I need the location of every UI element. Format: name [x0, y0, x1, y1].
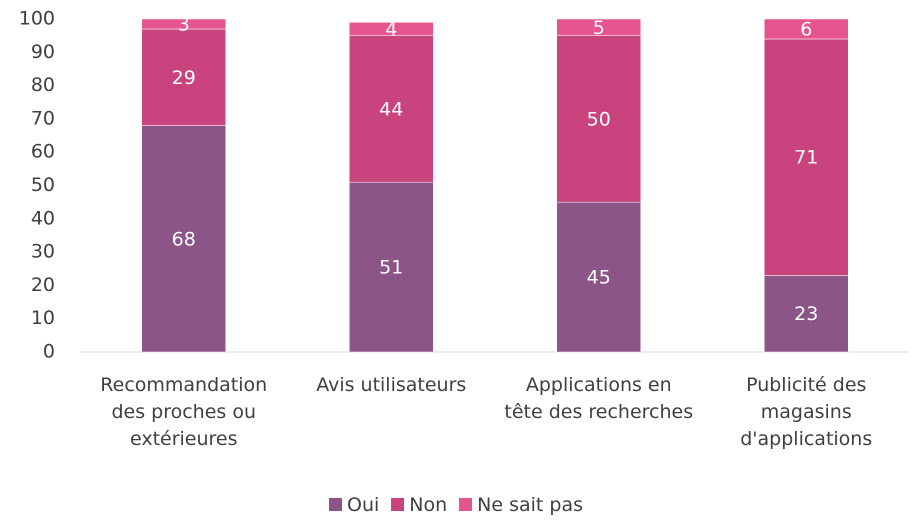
- bar-segment: [349, 35, 434, 183]
- y-tick-label: 0: [43, 341, 55, 363]
- bar-segment: [556, 35, 641, 203]
- y-tick-label: 90: [31, 41, 55, 63]
- bar-segment: [556, 201, 641, 353]
- y-tick-label: 60: [31, 141, 55, 163]
- bar-segment: [556, 18, 641, 36]
- y-tick-label: 10: [31, 307, 55, 329]
- bar-segment: [764, 38, 849, 276]
- bar-segment: [141, 28, 226, 126]
- value-label: 68: [172, 228, 196, 250]
- bar-segment: [349, 22, 434, 36]
- value-label: 29: [172, 67, 196, 89]
- legend: Oui Non Ne sait pas: [0, 494, 912, 516]
- legend-label: Non: [409, 494, 448, 516]
- x-tick-label: Avis utilisateurs: [316, 374, 467, 396]
- value-label: 23: [794, 303, 818, 325]
- value-label: 71: [794, 147, 818, 169]
- value-label: 4: [385, 18, 397, 40]
- value-label: 50: [587, 108, 611, 130]
- x-tick-label: Applications en tête des recherches: [504, 374, 694, 423]
- value-label: 5: [593, 17, 605, 39]
- y-tick-label: 40: [31, 207, 55, 229]
- y-tick-label: 70: [31, 107, 55, 129]
- legend-label: Ne sait pas: [477, 494, 584, 516]
- y-tick-label: 50: [31, 174, 55, 196]
- legend-swatch: [459, 498, 473, 511]
- value-label: 44: [379, 98, 403, 120]
- y-tick-label: 100: [19, 8, 55, 30]
- value-label: 45: [587, 267, 611, 289]
- legend-swatch: [328, 498, 342, 511]
- value-label: 3: [178, 13, 190, 35]
- x-tick-label: Recommandation des proches ou extérieure…: [100, 374, 268, 450]
- legend-item: Non: [391, 494, 447, 516]
- y-tick-label: 80: [31, 74, 55, 96]
- legend-item: Ne sait pas: [459, 494, 583, 516]
- bar-segment: [141, 125, 226, 353]
- y-tick-label: 20: [31, 274, 55, 296]
- bar-segment: [764, 18, 849, 40]
- legend-label: Oui: [346, 494, 380, 516]
- x-tick-label: Publicité des magasins d'applications: [740, 374, 873, 450]
- bar-segment: [349, 181, 434, 353]
- y-tick-label: 30: [31, 241, 55, 263]
- legend-item: Oui: [328, 494, 380, 516]
- bar-segment: [141, 18, 226, 30]
- value-label: 6: [800, 18, 812, 40]
- value-label: 51: [379, 257, 403, 279]
- bar-segment: [764, 275, 849, 353]
- legend-swatch: [391, 498, 405, 511]
